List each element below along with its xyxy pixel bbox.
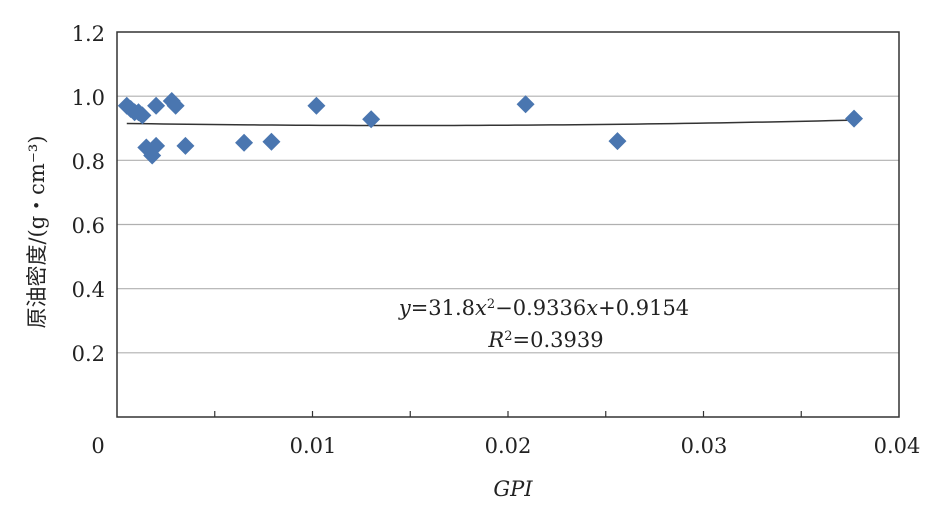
x-tick-label-0.03: 0.03 — [681, 434, 728, 458]
x-tick-label-0: 0 — [91, 434, 104, 458]
y-tick-label-0.8: 0.8 — [72, 150, 105, 174]
data-point-14 — [307, 96, 326, 115]
y-tick-label-0.6: 0.6 — [72, 214, 105, 238]
x-tick-label-0.04: 0.04 — [874, 434, 921, 458]
x-tick-label-0.02: 0.02 — [485, 434, 532, 458]
y-axis-title: 原油密度/(g・cm⁻³) — [25, 135, 49, 328]
data-point-17 — [608, 132, 627, 151]
data-point-18 — [845, 109, 864, 128]
y-tick-label-0.4: 0.4 — [72, 278, 105, 302]
data-points — [117, 91, 864, 165]
trendline-equation: y=31.8x2−0.9336x+0.9154 — [398, 296, 689, 320]
grid-lines — [117, 95, 899, 354]
x-axis-ticks — [214, 411, 802, 417]
data-point-16 — [516, 95, 535, 114]
y-tick-label-0.2: 0.2 — [72, 342, 105, 366]
y-tick-label-1.0: 1.0 — [72, 86, 105, 110]
data-point-12 — [235, 133, 254, 152]
data-point-4 — [133, 106, 152, 125]
data-point-7 — [147, 136, 166, 155]
x-tick-label-0.01: 0.01 — [290, 434, 337, 458]
data-point-8 — [147, 96, 166, 115]
data-point-15 — [362, 110, 381, 129]
trendline — [126, 119, 855, 127]
x-axis-title: GPI — [493, 477, 533, 501]
data-point-13 — [262, 132, 281, 151]
y-tick-label-1.2: 1.2 — [72, 22, 105, 46]
trendline-group — [126, 119, 855, 127]
data-point-11 — [176, 136, 195, 155]
data-point-10 — [166, 96, 185, 115]
r-squared-label: R2=0.3939 — [487, 328, 603, 352]
